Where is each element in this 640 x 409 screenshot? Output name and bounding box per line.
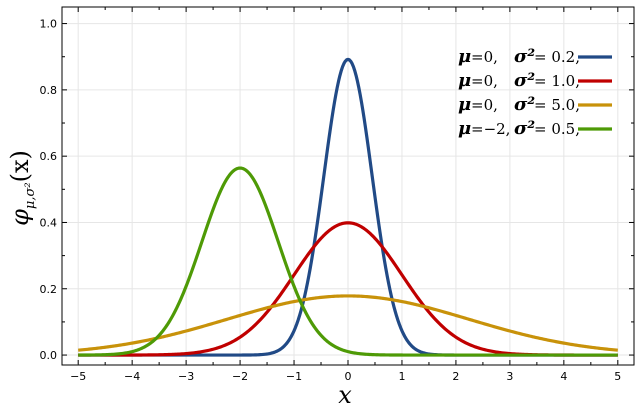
grid — [62, 7, 634, 365]
legend-entry-2: μ =0, σ²= 1.0, — [458, 70, 612, 91]
legend-mu-value: =0, — [471, 96, 498, 114]
legend-entry-4: μ =−2, σ²= 0.5, — [458, 118, 612, 139]
legend-mu-value: =−2, — [471, 120, 510, 138]
y-tick-label: 1.0 — [40, 18, 58, 31]
legend-mu-symbol: μ — [458, 94, 471, 115]
x-tick-label: −2 — [232, 370, 248, 383]
legend-mu-symbol: μ — [458, 118, 471, 139]
x-tick-label: 4 — [560, 370, 567, 383]
legend-entry-3: μ =0, σ²= 5.0, — [458, 94, 612, 115]
y-tick-label: 0.0 — [40, 349, 58, 362]
legend-sigma-value: = 0.2, — [534, 48, 580, 66]
x-axis-label: x — [338, 381, 352, 409]
x-tick-label: 3 — [506, 370, 513, 383]
legend-mu-value: =0, — [471, 48, 498, 66]
legend-mu-symbol: μ — [458, 70, 471, 91]
x-tick-label: 1 — [398, 370, 405, 383]
series-line-4 — [77, 166, 619, 357]
y-tick-label: 0.6 — [40, 150, 58, 163]
svg-text:φμ,σ²(x): φμ,σ²(x) — [6, 150, 38, 226]
legend: μ =0, σ²= 0.2,μ =0, σ²= 1.0,μ =0, σ²= 5.0,μ =−2… — [458, 46, 612, 139]
legend-sigma-value: = 1.0, — [534, 72, 580, 90]
x-tick-label: 5 — [614, 370, 621, 383]
y-axis-label-subscript: μ,σ² — [23, 182, 38, 209]
x-tick-label: −1 — [286, 370, 302, 383]
series-line-3 — [77, 294, 619, 352]
y-tick-label: 0.8 — [40, 84, 58, 97]
legend-sigma-symbol: σ² — [514, 70, 535, 91]
legend-sigma-symbol: σ² — [514, 118, 535, 139]
y-tick-label: 0.2 — [40, 283, 58, 296]
y-tick-label: 0.4 — [40, 216, 58, 229]
x-tick-label: −4 — [124, 370, 140, 383]
legend-mu-symbol: μ — [458, 46, 471, 67]
y-axis-label-argument: (x) — [6, 150, 34, 182]
legend-entry-1: μ =0, σ²= 0.2, — [458, 46, 612, 67]
legend-sigma-value: = 5.0, — [534, 96, 580, 114]
legend-mu-value: =0, — [471, 72, 498, 90]
x-tick-label: 2 — [452, 370, 459, 383]
x-tick-label: −5 — [70, 370, 86, 383]
axis-ticks: −5 −4 −3 −2 −1 0 1 2 3 4 5 0.0 0.2 0.4 0.6 0.8 1.0 — [40, 7, 634, 383]
legend-sigma-symbol: σ² — [514, 46, 535, 67]
x-tick-label: 0 — [345, 370, 352, 383]
y-axis-label-symbol: φ — [6, 209, 34, 226]
x-tick-label: −3 — [178, 370, 194, 383]
series-layer — [77, 57, 619, 357]
y-axis-label: φμ,σ²(x) — [6, 150, 38, 226]
legend-sigma-value: = 0.5, — [534, 120, 580, 138]
legend-sigma-symbol: σ² — [514, 94, 535, 115]
